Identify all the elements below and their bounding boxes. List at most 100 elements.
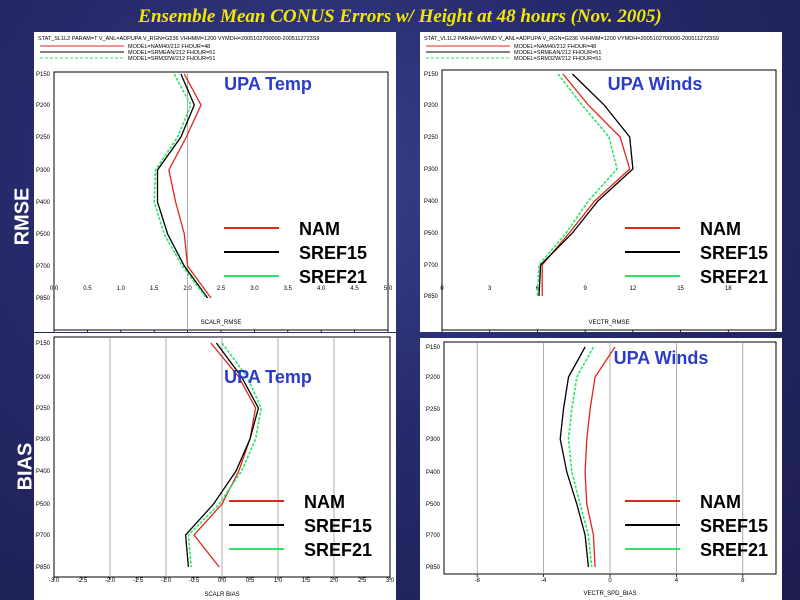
y-tick-label: P850	[424, 294, 439, 300]
series-line-sref15	[559, 346, 590, 568]
series-line-nam	[168, 73, 212, 299]
x-tick-label: 18	[725, 286, 732, 292]
x-axis-label: SCALR_RMSE	[201, 320, 242, 326]
panel-title: UPA Temp	[224, 74, 312, 94]
model-key-label-2: MODEL=SRM32W/212 FHOUR=51	[514, 56, 601, 62]
y-tick-label: P200	[36, 375, 51, 381]
y-tick-label: P300	[424, 167, 439, 173]
y-tick-label: P300	[36, 168, 51, 174]
x-tick-label: -2.0	[105, 578, 116, 584]
y-tick-label: P300	[426, 437, 441, 443]
x-tick-label: 4	[675, 578, 679, 584]
x-tick-label: 4.5	[350, 286, 359, 292]
x-tick-label: 5.0	[384, 286, 393, 292]
x-tick-label: 2.5	[217, 286, 226, 292]
chart-wind-bias: -8 -4 0 4 8 VECTR_SPD_BIAS P150 P200 P250 P300 P40…	[426, 341, 777, 597]
x-tick-label: 3.0	[386, 578, 395, 584]
y-tick-label: P700	[36, 533, 51, 539]
y-tick-label: P200	[426, 375, 441, 381]
series-line-nam	[193, 342, 257, 568]
x-axis-label: VECTR_RMSE	[588, 320, 629, 326]
y-tick-label: P400	[424, 199, 439, 205]
x-tick-label: 0.5	[246, 578, 255, 584]
y-tick-label: P300	[36, 437, 51, 443]
row-label-rmse: RMSE	[11, 187, 34, 246]
y-tick-label: P250	[36, 406, 51, 412]
x-tick-label: 2.0	[183, 286, 192, 292]
series-line-nam	[584, 346, 616, 568]
x-tick-label: 12	[630, 286, 637, 292]
x-tick-label: -0.5	[189, 578, 200, 584]
chart-panel-temp-rmse: STAT_SL1L2 PARAM=T V_ANL=ADPUPA V_RGN=G2…	[34, 32, 396, 332]
x-axis-label: VECTR_SPD_BIAS	[583, 591, 636, 597]
x-tick-label: 3.0	[250, 286, 259, 292]
y-tick-label: P250	[424, 135, 439, 141]
x-tick-label: 1.0	[274, 578, 283, 584]
y-tick-label: P850	[36, 296, 51, 302]
panel-title: UPA Winds	[614, 348, 709, 368]
series-line-sref21	[567, 346, 595, 568]
x-tick-label: 1.5	[302, 578, 311, 584]
panel-title: UPA Temp	[224, 367, 312, 387]
legend-label-sref21: SREF21	[304, 540, 372, 560]
series-line-sref15	[184, 342, 260, 568]
x-tick-label: 0.0	[50, 286, 59, 292]
y-tick-label: P200	[424, 103, 439, 109]
y-tick-label: P400	[426, 470, 441, 476]
x-tick-label: -1.5	[133, 578, 144, 584]
legend-label-nam: NAM	[700, 219, 741, 239]
y-tick-label: P250	[426, 407, 441, 413]
y-tick-label: P700	[424, 263, 439, 269]
y-tick-label: P400	[36, 200, 51, 206]
series-line-sref15	[538, 73, 634, 297]
legend-label-sref15: SREF15	[700, 243, 768, 263]
chart-panel-wind-rmse: STAT_VL1L2 PARAM=VWND V_ANL=ADPUPA V_RGN…	[420, 32, 782, 332]
model-key-label-1: MODEL=SRMEAN/212 FHOUR=51	[514, 50, 601, 56]
y-tick-label: P150	[426, 345, 441, 351]
x-tick-label: 0.0	[218, 578, 227, 584]
x-tick-label: -2.5	[77, 578, 88, 584]
x-tick-label: 1.0	[117, 286, 126, 292]
y-tick-label: P500	[424, 231, 439, 237]
y-tick-label: P150	[36, 72, 51, 78]
x-tick-label: 2.0	[330, 578, 339, 584]
page-title: Ensemble Mean CONUS Errors w/ Height at …	[138, 6, 662, 27]
legend-label-sref21: SREF21	[700, 540, 768, 560]
legend-label-sref15: SREF15	[700, 516, 768, 536]
x-tick-label: 9	[583, 286, 587, 292]
legend-label-sref15: SREF15	[299, 243, 367, 263]
chart-panel-wind-bias: -8 -4 0 4 8 VECTR_SPD_BIAS P150 P200 P250 P300 P40…	[420, 338, 782, 600]
y-tick-label: P700	[36, 264, 51, 270]
legend-label-sref21: SREF21	[299, 267, 367, 287]
chart-header: STAT_VL1L2 PARAM=VWND V_ANL=ADPUPA V_RGN…	[424, 36, 719, 42]
y-tick-label: P850	[426, 565, 441, 571]
legend-label-nam: NAM	[700, 492, 741, 512]
model-key-label-0: MODEL=NAM40/212 FHOUR=48	[514, 44, 596, 50]
y-tick-label: P500	[36, 502, 51, 508]
x-tick-label: -3.0	[49, 578, 60, 584]
chart-temp-bias: -3.0 -2.5 -2.0 -1.5 -1.0 -0.5 0.0 0.5 1.0 1.5 2.0 2…	[36, 336, 395, 598]
panel-title: UPA Winds	[608, 74, 703, 94]
chart-header: STAT_SL1L2 PARAM=T V_ANL=ADPUPA V_RGN=G2…	[38, 36, 319, 42]
model-key-label-2: MODEL=SRM32W/212 FHOUR=51	[128, 56, 215, 62]
legend-label-sref15: SREF15	[304, 516, 372, 536]
x-tick-label: 1.5	[150, 286, 159, 292]
chart-wind-rmse: STAT_VL1L2 PARAM=VWND V_ANL=ADPUPA V_RGN…	[424, 36, 777, 332]
y-tick-label: P400	[36, 469, 51, 475]
model-key-label-1: MODEL=SRMEAN/212 FHOUR=51	[128, 50, 215, 56]
x-tick-label: 3.5	[284, 286, 293, 292]
x-tick-label: 15	[677, 286, 684, 292]
y-tick-label: P150	[424, 72, 439, 78]
series-line-sref21	[187, 342, 263, 568]
y-tick-label: P250	[36, 135, 51, 141]
chart-temp-rmse: STAT_SL1L2 PARAM=T V_ANL=ADPUPA V_RGN=G2…	[36, 36, 393, 332]
x-tick-label: 3	[488, 286, 492, 292]
x-tick-label: 0.5	[83, 286, 92, 292]
model-key-label-0: MODEL=NAM40/212 FHOUR=48	[128, 44, 210, 50]
x-tick-label: 2.5	[358, 578, 367, 584]
plot-frame	[441, 69, 777, 331]
x-tick-label: -8	[475, 578, 481, 584]
x-tick-label: 0	[440, 286, 444, 292]
x-tick-label: 0	[608, 578, 612, 584]
legend-label-sref21: SREF21	[700, 267, 768, 287]
